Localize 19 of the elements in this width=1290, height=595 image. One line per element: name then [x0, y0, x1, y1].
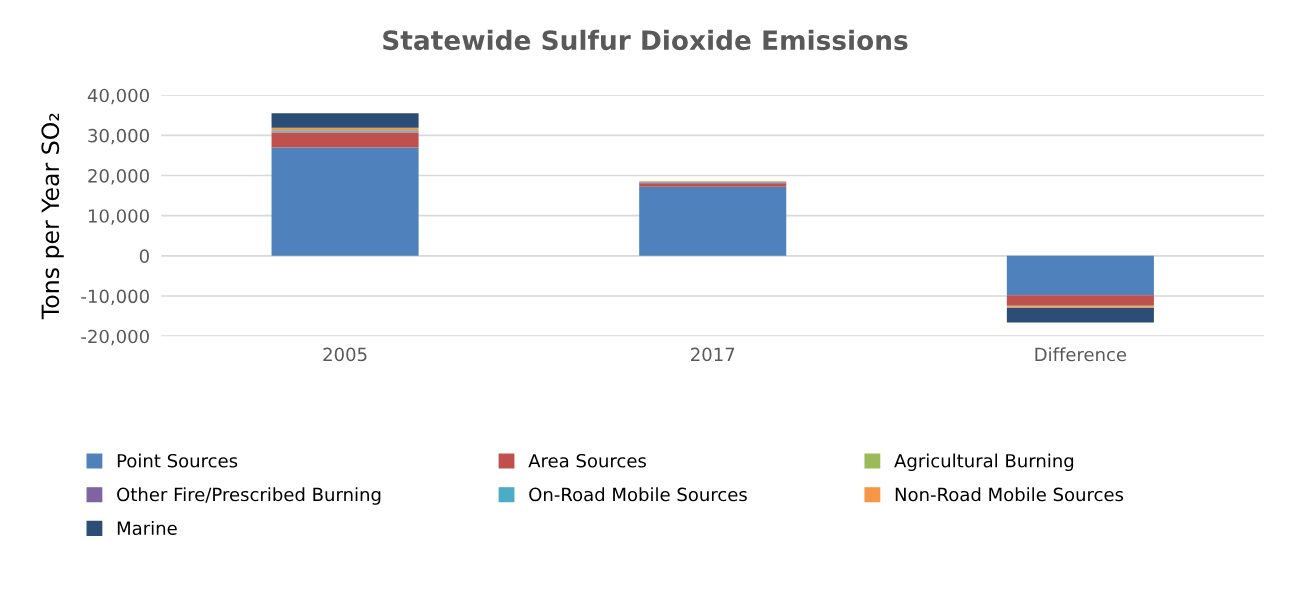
- x-tick-label: Difference: [1035, 347, 1127, 362]
- y-tick-label: -10,000: [81, 289, 149, 305]
- x-tick-label: 2017: [691, 347, 735, 362]
- y-axis-title: Tons per Year SO₂: [41, 113, 64, 320]
- legend-label: Agricultural Burning: [894, 453, 1074, 472]
- legend-label: On-Road Mobile Sources: [529, 487, 747, 502]
- legend-label: Point Sources: [117, 453, 238, 468]
- legend-label: Other Fire/Prescribed Burning: [117, 487, 381, 505]
- legend-label: Area Sources: [528, 453, 646, 468]
- legend-label: Non-Road Mobile Sources: [895, 487, 1124, 502]
- y-tick-label: 10,000: [88, 209, 149, 225]
- x-tick-label: 2005: [323, 347, 367, 362]
- y-tick-label: 30,000: [88, 128, 149, 145]
- y-tick-label: 40,000: [87, 88, 149, 105]
- y-tick-label: 0: [139, 249, 149, 263]
- y-tick-label: -20,000: [81, 329, 149, 346]
- y-tick-label: 20,000: [88, 168, 149, 185]
- chart-title: Statewide Sulfur Dioxide Emissions: [383, 29, 908, 51]
- legend-label: Marine: [117, 521, 177, 535]
